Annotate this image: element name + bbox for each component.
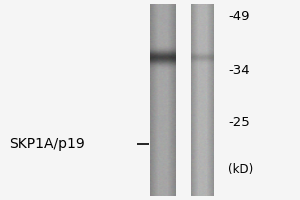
Text: SKP1A/p19: SKP1A/p19	[9, 137, 85, 151]
Text: -49: -49	[228, 9, 250, 22]
Text: -34: -34	[228, 64, 250, 76]
Text: -25: -25	[228, 116, 250, 129]
Text: (kD): (kD)	[228, 164, 253, 176]
